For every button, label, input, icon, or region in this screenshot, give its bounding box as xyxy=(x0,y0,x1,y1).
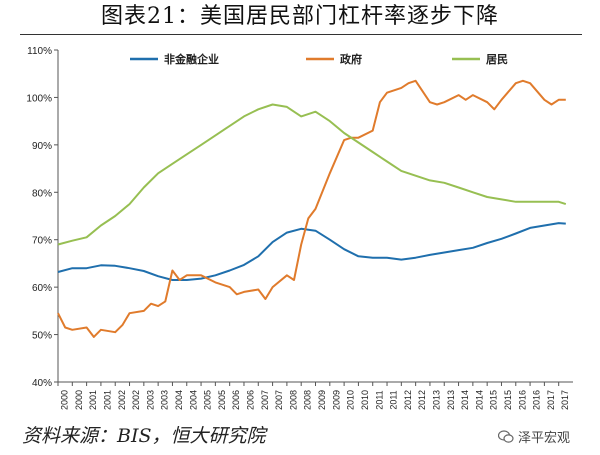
x-tick-label: 2012 xyxy=(403,390,413,410)
series-line-0 xyxy=(57,222,566,281)
watermark-text: 泽平宏观 xyxy=(518,431,571,446)
series-lines xyxy=(57,79,567,338)
x-tick-label: 2003 xyxy=(160,390,170,410)
legend-label-0: 非金融企业 xyxy=(164,52,219,66)
x-tick-label: 2017 xyxy=(560,390,570,410)
x-tick-label: 2008 xyxy=(288,390,298,410)
x-tick-label: 2000 xyxy=(74,390,84,410)
y-tick-label: 40% xyxy=(32,378,52,389)
x-tick-label: 2002 xyxy=(131,390,141,410)
x-tick-label: 2017 xyxy=(546,390,556,410)
chart-title: 图表21：美国居民部门杠杆率逐步下降 xyxy=(101,4,499,29)
x-tick-label: 2004 xyxy=(174,390,184,410)
x-tick-label: 2007 xyxy=(274,390,284,410)
x-tick-label: 2016 xyxy=(532,390,542,410)
x-tick-label: 2003 xyxy=(145,390,155,410)
wechat-icon xyxy=(498,429,514,443)
x-tick-label: 2010 xyxy=(360,390,370,410)
x-tick-label: 2016 xyxy=(517,390,527,410)
chart-axes xyxy=(54,49,573,386)
x-tick-label: 2005 xyxy=(203,390,213,410)
legend: 非金融企业 政府 居民 xyxy=(130,52,508,66)
x-tick-label: 2001 xyxy=(88,390,98,410)
y-tick-label: 60% xyxy=(32,283,52,294)
x-tick-label: 2015 xyxy=(503,390,513,410)
source-note: 资料来源：BIS，恒大研究院 xyxy=(22,425,266,447)
x-tick-label: 2011 xyxy=(374,390,384,409)
x-tick-label: 2008 xyxy=(303,390,313,410)
y-axis-labels: 40% 50% 60% 70% 80% 90% 100% 110% xyxy=(26,46,52,389)
y-tick-label: 50% xyxy=(32,331,52,342)
x-tick-label: 2002 xyxy=(117,390,127,410)
x-tick-label: 2011 xyxy=(389,390,399,409)
series-line-1 xyxy=(57,79,566,338)
x-tick-label: 2006 xyxy=(246,390,256,410)
x-tick-label: 2007 xyxy=(260,390,270,410)
x-tick-label: 2004 xyxy=(188,390,198,410)
x-tick-label: 2009 xyxy=(317,390,327,410)
y-tick-label: 110% xyxy=(27,46,52,57)
x-tick-label: 2015 xyxy=(489,390,499,410)
x-tick-label: 2010 xyxy=(346,390,356,410)
x-tick-label: 2013 xyxy=(431,390,441,410)
x-tick-label: 2014 xyxy=(474,390,484,410)
series-line-2 xyxy=(57,103,567,246)
x-tick-label: 2000 xyxy=(60,390,70,410)
watermark: 泽平宏观 xyxy=(498,427,570,446)
x-tick-label: 2014 xyxy=(460,390,470,410)
title-divider xyxy=(20,34,582,35)
x-tick-label: 2005 xyxy=(217,390,227,410)
y-tick-label: 100% xyxy=(26,93,52,104)
x-tick-label: 2012 xyxy=(417,390,427,410)
y-tick-label: 80% xyxy=(32,188,52,199)
x-tick-label: 2001 xyxy=(102,390,112,410)
legend-label-2: 居民 xyxy=(486,53,508,66)
legend-label-1: 政府 xyxy=(340,52,362,66)
x-axis-labels: 2000 2000 2001 2001 2002 2002 2003 2003 2004 2004… xyxy=(60,390,571,410)
y-tick-label: 70% xyxy=(32,236,52,247)
x-tick-label: 2013 xyxy=(446,390,456,410)
x-tick-label: 2006 xyxy=(231,390,241,410)
y-tick-label: 90% xyxy=(32,141,52,152)
x-tick-label: 2009 xyxy=(331,390,341,410)
